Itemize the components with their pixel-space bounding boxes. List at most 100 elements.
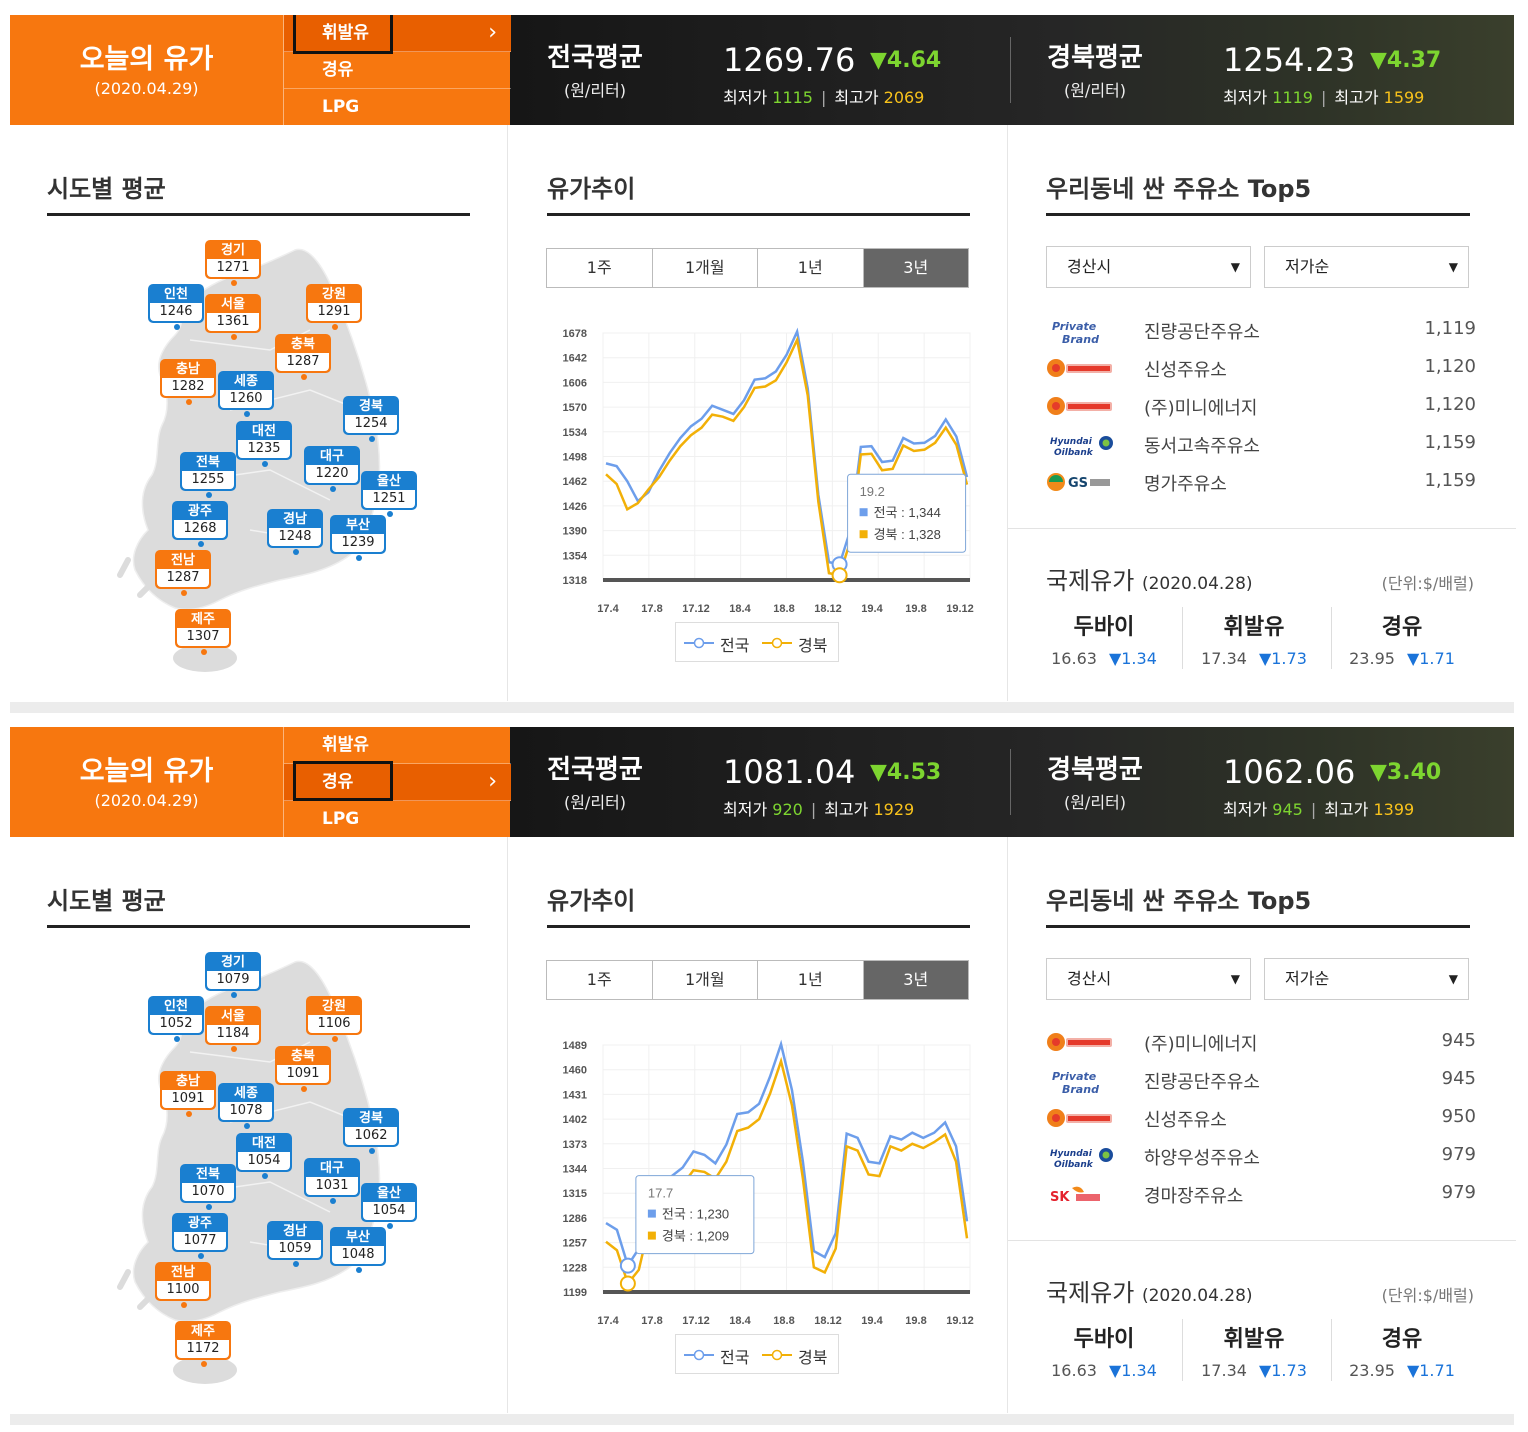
region-tag-1[interactable]: 인천 1246 xyxy=(148,284,204,330)
intl-change: ▼1.34 xyxy=(1108,1361,1157,1380)
region-tag-6[interactable]: 세종 1260 xyxy=(218,371,274,417)
region-name: 세종 xyxy=(234,374,258,389)
region-tag-7[interactable]: 경북 1254 xyxy=(343,396,399,442)
tab-diesel[interactable]: 경유 xyxy=(284,52,511,89)
region-name: 광주 xyxy=(188,504,212,519)
region-tag-2[interactable]: 서울 1184 xyxy=(205,1006,261,1052)
panel-content: 시도별 평균 경기 1079 인천 1052 서울 1184 강원 1106 충북 1091 충남 1… xyxy=(10,837,1516,1425)
range-3year[interactable]: 3년 xyxy=(863,961,968,999)
station-name: (주)미니에너지 xyxy=(1144,1034,1258,1055)
region-tag-11[interactable]: 울산 1251 xyxy=(361,471,417,517)
station-row[interactable]: (주)미니에너지 945 xyxy=(1046,1030,1476,1068)
range-1year[interactable]: 1년 xyxy=(758,961,864,999)
range-selector: 1주 1개월 1년 3년 xyxy=(546,960,969,1000)
region-tag-6[interactable]: 세종 1078 xyxy=(218,1083,274,1129)
region-tag-0[interactable]: 경기 1271 xyxy=(205,240,261,286)
city-select[interactable]: 경산시 ▼ xyxy=(1046,958,1251,1000)
region-tag-16[interactable]: 제주 1307 xyxy=(175,609,231,655)
region-price: 1052 xyxy=(150,1015,202,1033)
region-tag-10[interactable]: 대구 1031 xyxy=(304,1158,360,1204)
legend-national: 전국 xyxy=(720,636,750,655)
region-tag-15[interactable]: 전남 1100 xyxy=(155,1262,211,1308)
station-name: 명가주유소 xyxy=(1144,474,1227,495)
station-row[interactable]: (주)미니에너지 1,120 xyxy=(1046,394,1476,432)
region-tag-7[interactable]: 경북 1062 xyxy=(343,1108,399,1154)
max-value: 2069 xyxy=(883,88,925,107)
station-row[interactable]: GS 명가주유소 1,159 xyxy=(1046,470,1476,508)
sort-select[interactable]: 저가순 ▼ xyxy=(1264,958,1469,1000)
sort-select[interactable]: 저가순 ▼ xyxy=(1264,246,1469,288)
today-price-box: 오늘의 유가 (2020.04.29) 휘발유 경유 › LPG xyxy=(10,727,511,837)
region-tag-16[interactable]: 제주 1172 xyxy=(175,1321,231,1367)
region-name: 울산 xyxy=(377,474,401,489)
region-name: 경기 xyxy=(221,955,245,970)
panel-content: 시도별 평균 경기 1271 인천 1246 서울 1361 강원 1291 충북 1287 충남 1… xyxy=(10,125,1516,713)
legend-regional-icon xyxy=(762,1349,792,1361)
region-tag-14[interactable]: 부산 1239 xyxy=(330,515,386,561)
region-tag-14[interactable]: 부산 1048 xyxy=(330,1227,386,1273)
region-tag-3[interactable]: 강원 1291 xyxy=(306,284,362,330)
region-name: 전북 xyxy=(196,455,220,470)
tab-gasoline[interactable]: 휘발유 xyxy=(284,727,511,764)
region-tag-1[interactable]: 인천 1052 xyxy=(148,996,204,1042)
city-select[interactable]: 경산시 ▼ xyxy=(1046,246,1251,288)
private-brand-logo-icon: Private Brand xyxy=(1046,318,1126,348)
tab-diesel[interactable]: 경유 › xyxy=(284,764,511,801)
station-row[interactable]: Private Brand 진량공단주유소 1,119 xyxy=(1046,318,1476,356)
range-1week[interactable]: 1주 xyxy=(547,249,653,287)
x-tick-label: 17.4 xyxy=(597,603,619,615)
station-row[interactable]: 신성주유소 950 xyxy=(1046,1106,1476,1144)
intl-change: ▼1.34 xyxy=(1108,649,1157,668)
region-tag-9[interactable]: 전북 1255 xyxy=(180,452,236,498)
region-tag-8[interactable]: 대전 1054 xyxy=(236,1133,292,1179)
y-tick-label: 1460 xyxy=(563,1065,587,1077)
region-tag-13[interactable]: 경남 1248 xyxy=(267,509,323,555)
range-1year[interactable]: 1년 xyxy=(758,249,864,287)
region-tag-5[interactable]: 충남 1282 xyxy=(160,359,216,405)
region-marker xyxy=(262,461,268,467)
region-tag-4[interactable]: 충북 1287 xyxy=(275,334,331,380)
region-tag-8[interactable]: 대전 1235 xyxy=(236,421,292,467)
min-value: 1115 xyxy=(772,88,813,107)
tab-label: 경유 xyxy=(322,60,354,80)
range-1week[interactable]: 1주 xyxy=(547,961,653,999)
region-name: 충북 xyxy=(291,337,315,352)
range-1month[interactable]: 1개월 xyxy=(653,961,758,999)
station-row[interactable]: SK 경마장주유소 979 xyxy=(1046,1182,1476,1220)
region-price: 1246 xyxy=(150,303,202,321)
region-price: 1048 xyxy=(332,1246,384,1264)
range-1month[interactable]: 1개월 xyxy=(653,249,758,287)
station-row[interactable]: Hyundai Oilbank 동서고속주유소 1,159 xyxy=(1046,432,1476,470)
region-tag-11[interactable]: 울산 1054 xyxy=(361,1183,417,1229)
price-header: 오늘의 유가 (2020.04.29) 휘발유 › 경유 LPG 전국평균 (원/… xyxy=(10,15,1514,125)
station-row[interactable]: 신성주유소 1,120 xyxy=(1046,356,1476,394)
region-tag-0[interactable]: 경기 1079 xyxy=(205,952,261,998)
region-tag-12[interactable]: 광주 1268 xyxy=(172,501,228,547)
legend-regional: 경북 xyxy=(798,1348,828,1367)
regional-average: 경북평균 (원/리터) 1254.23 ▼4.37 최저가 1119 | 최고가 1… xyxy=(1035,15,1505,125)
region-name: 대전 xyxy=(252,1136,276,1151)
region-tag-5[interactable]: 충남 1091 xyxy=(160,1071,216,1117)
tab-gasoline[interactable]: 휘발유 › xyxy=(284,15,511,52)
sort-select-value: 저가순 xyxy=(1285,969,1330,988)
station-row[interactable]: Private Brand 진량공단주유소 945 xyxy=(1046,1068,1476,1106)
tab-lpg[interactable]: LPG xyxy=(284,89,511,125)
range-3year[interactable]: 3년 xyxy=(863,249,968,287)
tab-lpg[interactable]: LPG xyxy=(284,801,511,837)
section-title-trend: 유가추이 xyxy=(547,175,636,203)
intl-date: (2020.04.28) xyxy=(1141,574,1253,594)
region-tag-13[interactable]: 경남 1059 xyxy=(267,1221,323,1267)
station-row[interactable]: Hyundai Oilbank 하양우성주유소 979 xyxy=(1046,1144,1476,1182)
region-tag-9[interactable]: 전북 1070 xyxy=(180,1164,236,1210)
chart-tooltip: 19.2 전국 : 1,344 경북 : 1,328 xyxy=(847,473,967,553)
region-tag-10[interactable]: 대구 1220 xyxy=(304,446,360,492)
region-tag-3[interactable]: 강원 1106 xyxy=(306,996,362,1042)
min-label: 최저가 xyxy=(723,88,768,107)
price-trend-chart: 1199 1228 1257 1286 1315 1344 1373 1402 1431 1460… xyxy=(563,1039,974,1327)
region-tag-12[interactable]: 광주 1077 xyxy=(172,1213,228,1259)
region-price: 1054 xyxy=(238,1152,290,1170)
region-tag-2[interactable]: 서울 1361 xyxy=(205,294,261,340)
region-tag-4[interactable]: 충북 1091 xyxy=(275,1046,331,1092)
region-tag-15[interactable]: 전남 1287 xyxy=(155,550,211,596)
regional-average-label: 경북평균 xyxy=(1047,43,1143,73)
